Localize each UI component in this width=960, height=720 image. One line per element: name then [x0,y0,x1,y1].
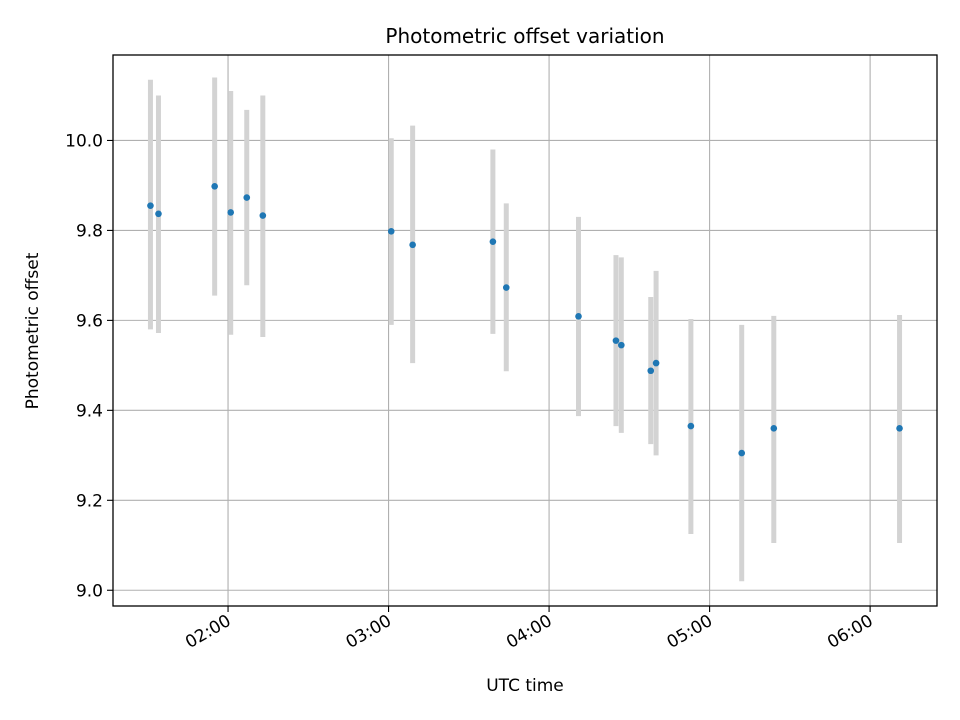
data-point [387,228,395,235]
data-point [575,313,582,320]
data-point [155,210,162,218]
data-point [409,241,416,249]
data-point [738,449,746,457]
data-point [489,238,497,245]
data-point [687,422,695,430]
marker-layer [147,183,903,457]
y-tick-label: 9.0 [76,581,103,601]
data-point [259,212,267,219]
data-point [227,209,235,216]
data-point [243,194,251,201]
y-axis-label: Photometric offset [23,252,43,409]
data-point [612,337,620,344]
data-point [618,341,625,349]
y-tick-label: 9.2 [76,491,103,511]
data-point [652,359,660,367]
y-tick-label: 9.6 [76,311,103,331]
data-point [211,183,218,190]
y-tick-label: 9.8 [76,221,103,241]
x-axis-label: UTC time [486,676,564,696]
y-tick-label: 9.4 [76,401,103,421]
chart-title: Photometric offset variation [385,24,664,48]
grid-layer [113,55,937,606]
y-tick-label: 10.0 [65,131,103,151]
data-point [770,425,778,432]
data-point [502,284,510,291]
data-point [647,367,655,375]
data-point [896,425,903,432]
plot-frame [112,54,938,607]
data-point [147,202,154,209]
